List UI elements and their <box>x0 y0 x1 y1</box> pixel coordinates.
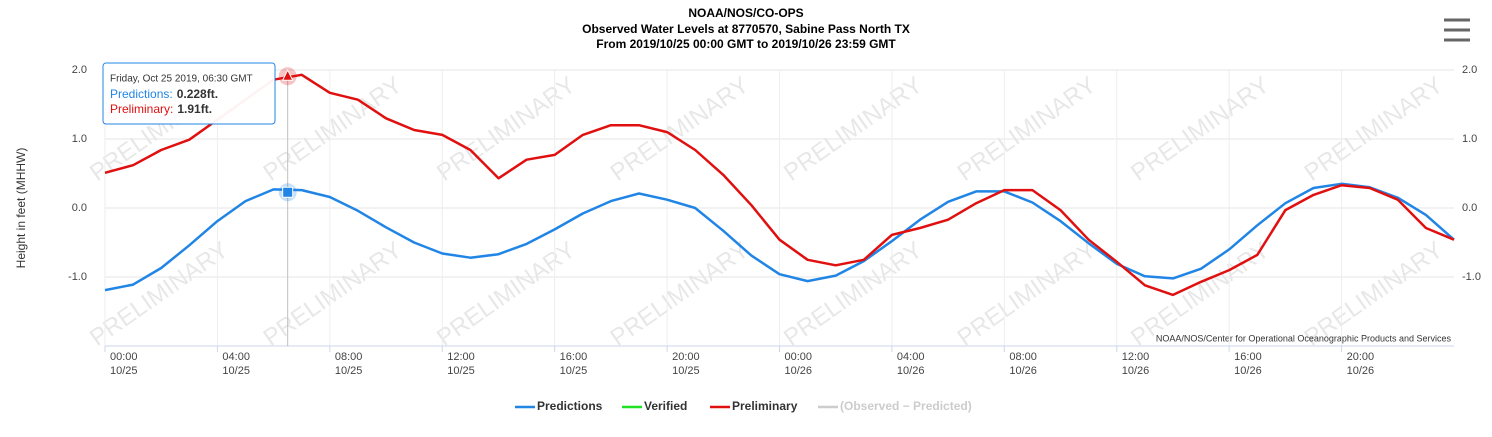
x-tick-date: 10/26 <box>1347 365 1375 377</box>
watermark: PRELIMINARY <box>953 236 1101 351</box>
legend-item[interactable]: Predictions <box>515 399 603 413</box>
watermark: PRELIMINARY <box>432 71 580 186</box>
x-tick-date: 10/25 <box>222 365 250 377</box>
marker <box>281 69 294 81</box>
watermark: PRELIMINARY <box>779 71 927 186</box>
watermark: PRELIMINARY <box>432 236 580 351</box>
watermark: PRELIMINARY <box>85 236 233 351</box>
x-tick-date: 10/26 <box>897 365 925 377</box>
x-tick-label: 16:00 <box>1234 351 1262 363</box>
tooltip: Friday, Oct 25 2019, 06:30 GMT Prediction… <box>102 62 276 125</box>
y-tick-label: 0.0 <box>72 202 87 214</box>
y2-tick-label: -1.0 <box>1462 271 1481 283</box>
legend-label: (Observed − Predicted) <box>840 399 972 413</box>
x-tick-label: 00:00 <box>110 351 138 363</box>
tooltip-box <box>102 62 276 125</box>
x-tick-date: 10/26 <box>1122 365 1150 377</box>
x-tick-label: 12:00 <box>1122 351 1150 363</box>
watermark: PRELIMINARY <box>1300 71 1448 186</box>
x-tick-date: 10/25 <box>560 365 588 377</box>
tooltip-value: 0.228ft. <box>177 87 218 101</box>
x-tick-label: 04:00 <box>897 351 925 363</box>
tooltip-row: Preliminary: 1.91ft. <box>110 102 212 116</box>
x-tick-date: 10/26 <box>1234 365 1262 377</box>
legend-item[interactable]: Preliminary <box>710 399 798 413</box>
watermark: PRELIMINARY <box>1126 71 1274 186</box>
tooltip-value: 1.91ft. <box>177 102 212 116</box>
legend-label: Preliminary <box>732 399 798 413</box>
y-tick-label: 1.0 <box>72 133 87 145</box>
tooltip-header: Friday, Oct 25 2019, 06:30 GMT <box>110 74 253 85</box>
tooltip-series: Predictions: <box>110 87 173 101</box>
legend-item[interactable]: (Observed − Predicted) <box>818 399 972 413</box>
x-tick-label: 00:00 <box>785 351 813 363</box>
x-tick-date: 10/25 <box>110 365 138 377</box>
x-tick-label: 12:00 <box>447 351 475 363</box>
marker <box>282 186 294 198</box>
y-axis-title: Height in feet (MHHW) <box>14 148 28 269</box>
credits: NOAA/NOS/Center for Operational Oceanogr… <box>1156 333 1452 343</box>
menu-button[interactable] <box>1440 15 1474 45</box>
legend-item[interactable]: Verified <box>622 399 687 413</box>
series-line <box>104 73 1455 297</box>
series-line <box>104 182 1455 292</box>
x-tick-date: 10/25 <box>447 365 475 377</box>
x-tick-label: 08:00 <box>335 351 363 363</box>
watermark: PRELIMINARY <box>606 71 754 186</box>
x-tick-label: 04:00 <box>222 351 250 363</box>
y-tick-label: -1.0 <box>68 271 87 283</box>
x-tick-label: 08:00 <box>1009 351 1037 363</box>
chart-subtitle: Observed Water Levels at 8770570, Sabine… <box>582 22 910 36</box>
watermark: PRELIMINARY <box>259 236 407 351</box>
chart-title: NOAA/NOS/CO-OPS <box>688 6 803 20</box>
y-tick-label: 2.0 <box>72 64 87 76</box>
tooltip-series: Preliminary: <box>110 102 173 116</box>
y2-tick-label: 2.0 <box>1462 64 1477 76</box>
y2-tick-label: 1.0 <box>1462 133 1477 145</box>
watermark: PRELIMINARY <box>953 71 1101 186</box>
watermark: PRELIMINARY <box>779 236 927 351</box>
tooltip-row: Predictions: 0.228ft. <box>110 87 218 101</box>
chart-subtitle: From 2019/10/25 00:00 GMT to 2019/10/26 … <box>596 37 896 51</box>
legend-label: Verified <box>644 399 687 413</box>
watermark: PRELIMINARY <box>606 236 754 351</box>
y2-tick-label: 0.0 <box>1462 202 1477 214</box>
legend-label: Predictions <box>537 399 603 413</box>
x-tick-date: 10/26 <box>1009 365 1037 377</box>
x-tick-date: 10/26 <box>785 365 813 377</box>
watermark: PRELIMINARY <box>259 71 407 186</box>
x-tick-date: 10/25 <box>335 365 363 377</box>
x-tick-label: 16:00 <box>560 351 588 363</box>
x-tick-date: 10/25 <box>672 365 700 377</box>
x-tick-label: 20:00 <box>672 351 700 363</box>
x-tick-label: 20:00 <box>1347 351 1375 363</box>
